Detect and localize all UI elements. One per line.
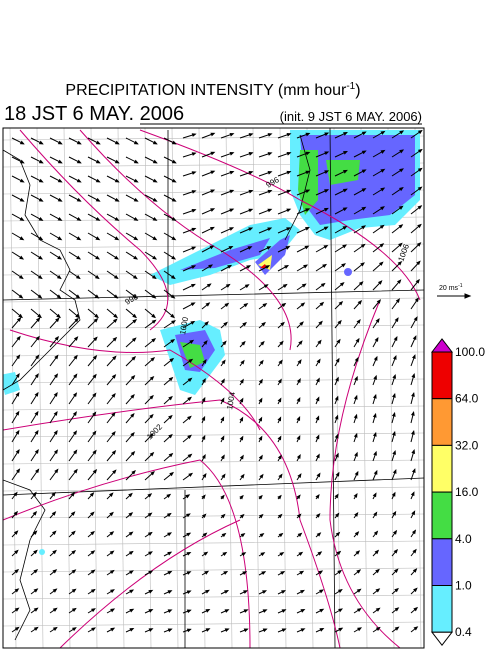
isobar-label: 1000 xyxy=(178,316,190,336)
colorbar-segment xyxy=(431,398,453,446)
colorbar: 100.0 64.0 32.0 16.0 4.0 1.0 0.4 xyxy=(430,338,485,647)
title-end: ) xyxy=(355,82,360,99)
colorbar-segment xyxy=(431,351,453,400)
vector-label-text: 20 ms xyxy=(439,285,459,292)
colorbar-label: 1.0 xyxy=(455,579,472,593)
valid-time: 18 JST 6 MAY. 2006 xyxy=(4,103,184,125)
colorbar-top-triangle xyxy=(430,338,454,353)
init-time: (init. 9 JST 6 MAY. 2006) xyxy=(280,109,422,124)
colorbar-label: 0.4 xyxy=(455,625,472,639)
vector-label-sup: -1 xyxy=(458,283,463,289)
colorbar-label: 4.0 xyxy=(455,532,472,546)
colorbar-label: 16.0 xyxy=(455,485,479,499)
map-frame xyxy=(2,127,425,649)
colorbar-segment xyxy=(431,444,453,493)
reference-vector xyxy=(437,293,472,299)
isobar-label: 1004 xyxy=(225,391,237,411)
vector-label: 20 ms-1 xyxy=(439,283,463,292)
colorbar-label: 64.0 xyxy=(455,392,479,406)
colorbar-label: 32.0 xyxy=(455,438,479,452)
colorbar-label: 100.0 xyxy=(455,345,485,359)
map: 996 998 1000 1002 1004 1006 xyxy=(3,128,424,648)
colorbar-bottom-triangle xyxy=(430,631,454,647)
wind-vectors xyxy=(11,129,423,633)
colorbar-segment xyxy=(431,538,453,586)
colorbar-segment xyxy=(431,585,453,633)
colorbar-segment xyxy=(431,491,453,540)
title-text: PRECIPITATION INTENSITY (mm hour xyxy=(65,82,347,99)
title: PRECIPITATION INTENSITY (mm hour-1) xyxy=(65,81,360,99)
precipitation xyxy=(3,130,420,555)
title-sup: -1 xyxy=(346,81,355,92)
